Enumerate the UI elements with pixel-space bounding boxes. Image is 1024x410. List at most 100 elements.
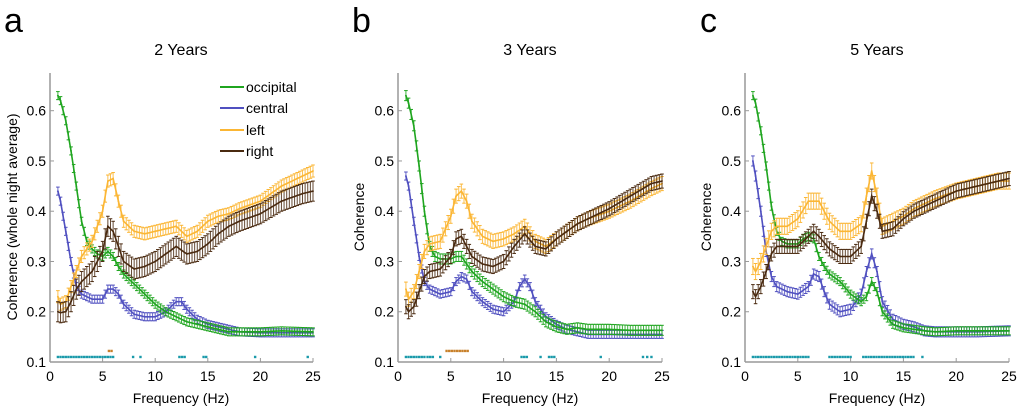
data-point — [786, 225, 789, 228]
data-point — [481, 300, 484, 303]
data-point — [439, 293, 442, 296]
data-point — [405, 94, 407, 97]
data-point — [238, 220, 241, 223]
significance-marker-teal — [104, 355, 107, 359]
plot-area — [751, 91, 1011, 359]
data-point — [112, 177, 115, 180]
y-tick-label: 0.2 — [722, 304, 742, 320]
y-tick-label: 0.6 — [375, 103, 395, 119]
data-point — [101, 250, 104, 253]
data-point — [122, 260, 125, 263]
data-point — [812, 230, 815, 233]
series-line-left — [752, 170, 1009, 274]
significance-marker-teal — [641, 355, 645, 359]
panel-c: c 5 Years Frequency (Hz) Coherence 0 5 10 1… — [698, 2, 1017, 406]
data-point — [587, 328, 589, 331]
data-point — [423, 250, 426, 253]
x-tick-label: 10 — [843, 368, 859, 384]
data-point — [122, 273, 125, 275]
data-point — [238, 207, 241, 210]
significance-marker-teal — [131, 355, 135, 359]
significance-marker-teal — [412, 355, 416, 359]
y-tick-label: 0.2 — [27, 304, 47, 320]
data-point — [143, 293, 146, 296]
data-point — [106, 250, 109, 253]
data-point — [752, 160, 754, 162]
significance-marker-teal — [410, 355, 413, 359]
data-point — [534, 300, 537, 303]
panel-a: a 2 Years Frequency (Hz) Coherence (whol… — [4, 2, 321, 406]
panel-title: 3 Years — [503, 42, 556, 59]
significance-marker-teal — [893, 355, 897, 359]
significance-marker-teal — [96, 355, 99, 359]
significance-marker-teal — [525, 355, 529, 359]
data-point — [839, 255, 841, 258]
data-point — [629, 329, 632, 332]
data-point — [807, 235, 810, 238]
significance-marker-teal — [67, 355, 70, 359]
data-point — [154, 260, 157, 263]
data-point — [534, 310, 537, 313]
data-point — [449, 290, 452, 293]
data-point — [934, 200, 936, 203]
data-point — [80, 280, 83, 283]
legend-label-central: central — [246, 100, 288, 116]
data-point — [523, 232, 526, 235]
data-point — [80, 255, 83, 258]
data-point — [455, 280, 457, 283]
x-axis-label: Frequency (Hz) — [482, 390, 578, 406]
data-point — [112, 230, 115, 233]
significance-marker-teal — [844, 355, 847, 359]
data-point — [471, 255, 473, 258]
data-point — [849, 293, 852, 296]
significance-marker-teal — [69, 355, 73, 359]
data-point — [770, 230, 773, 233]
series-line-right — [57, 190, 314, 314]
significance-marker-teal — [772, 355, 776, 359]
x-tick-label: 20 — [948, 368, 964, 384]
significance-marker-teal — [896, 355, 899, 359]
significance-marker-orange — [448, 349, 451, 353]
significance-marker-teal — [906, 355, 910, 359]
data-point — [923, 329, 926, 332]
y-tick-label: 0.1 — [27, 354, 47, 370]
x-tick-label: 15 — [200, 368, 216, 384]
data-point — [934, 330, 936, 333]
data-point — [112, 255, 115, 258]
data-point — [955, 329, 958, 332]
data-point — [492, 265, 494, 268]
significance-marker-orange — [110, 349, 113, 353]
data-point — [428, 270, 431, 273]
data-point — [839, 310, 841, 313]
data-point — [64, 119, 67, 122]
data-point — [312, 170, 314, 172]
data-point — [839, 280, 841, 283]
significance-marker-teal — [751, 355, 755, 359]
data-point — [1008, 329, 1010, 332]
data-point — [796, 217, 799, 220]
data-point — [823, 290, 826, 293]
data-point — [80, 293, 83, 296]
data-point — [101, 298, 104, 301]
data-point — [881, 310, 884, 313]
data-point — [770, 253, 773, 255]
significance-marker-teal — [759, 355, 763, 359]
series-line-right — [405, 180, 663, 314]
significance-marker-teal — [904, 355, 907, 359]
data-point — [405, 305, 407, 308]
significance-markers — [751, 355, 924, 359]
significance-marker-teal — [912, 355, 915, 359]
significance-marker-teal — [880, 355, 883, 359]
data-point — [418, 290, 421, 293]
y-axis-label: Coherence — [351, 183, 367, 252]
significance-marker-teal — [550, 355, 553, 359]
significance-marker-teal — [646, 355, 649, 359]
significance-marker-teal — [205, 355, 208, 359]
data-point — [465, 278, 468, 280]
data-point — [913, 328, 915, 331]
significance-marker-teal — [415, 355, 418, 359]
data-point — [64, 230, 67, 233]
data-point — [629, 195, 632, 198]
significance-marker-teal — [899, 355, 902, 359]
significance-marker-teal — [599, 355, 602, 359]
